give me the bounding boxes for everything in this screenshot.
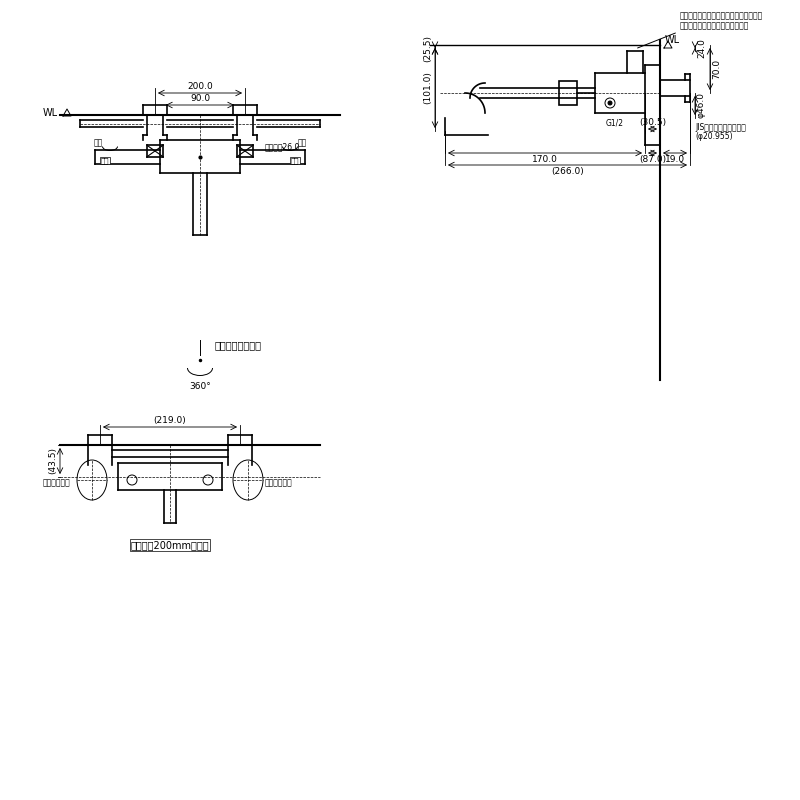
Text: （シャワセットは別付図面参照）: （シャワセットは別付図面参照） xyxy=(680,21,750,30)
Text: (101.0): (101.0) xyxy=(423,71,432,105)
Text: 70.0: 70.0 xyxy=(712,59,721,79)
Text: WL: WL xyxy=(665,35,680,45)
Text: 360°: 360° xyxy=(189,382,211,391)
Text: 大角対辺26.0: 大角対辺26.0 xyxy=(265,142,300,151)
Text: (266.0): (266.0) xyxy=(551,167,584,176)
Text: (30.5): (30.5) xyxy=(639,118,666,127)
Text: WL: WL xyxy=(43,108,58,118)
Circle shape xyxy=(608,101,612,105)
Text: (87.0): (87.0) xyxy=(639,155,666,164)
Text: 19.0: 19.0 xyxy=(665,155,685,164)
Text: 200.0: 200.0 xyxy=(187,82,213,91)
Text: スパウト回転角度: スパウト回転角度 xyxy=(215,340,262,350)
Text: (43.5): (43.5) xyxy=(48,447,57,474)
Text: φ46.0: φ46.0 xyxy=(697,93,706,118)
Text: 170.0: 170.0 xyxy=(532,155,558,164)
Bar xyxy=(559,81,577,105)
Text: 24.0: 24.0 xyxy=(697,38,706,58)
Text: 止水: 止水 xyxy=(101,157,110,164)
Text: 温調ハンドル: 温調ハンドル xyxy=(42,478,70,487)
Text: 水量ハンドル: 水量ハンドル xyxy=(265,478,293,487)
Text: この部分にシャワセットを取付けます。: この部分にシャワセットを取付けます。 xyxy=(680,11,763,20)
Text: 止水: 止水 xyxy=(290,157,299,164)
Text: (219.0): (219.0) xyxy=(154,416,186,425)
Text: 取付芯々200mmの場合: 取付芯々200mmの場合 xyxy=(130,540,210,550)
Text: (φ20.955): (φ20.955) xyxy=(695,132,733,141)
Text: (25.5): (25.5) xyxy=(423,34,432,62)
Text: 吐水: 吐水 xyxy=(94,138,102,147)
Text: 吐水: 吐水 xyxy=(298,138,306,147)
Text: G1/2: G1/2 xyxy=(606,118,624,127)
Text: JIS給水栓取付ねじ１３: JIS給水栓取付ねじ１３ xyxy=(695,123,746,132)
Text: 90.0: 90.0 xyxy=(190,94,210,103)
